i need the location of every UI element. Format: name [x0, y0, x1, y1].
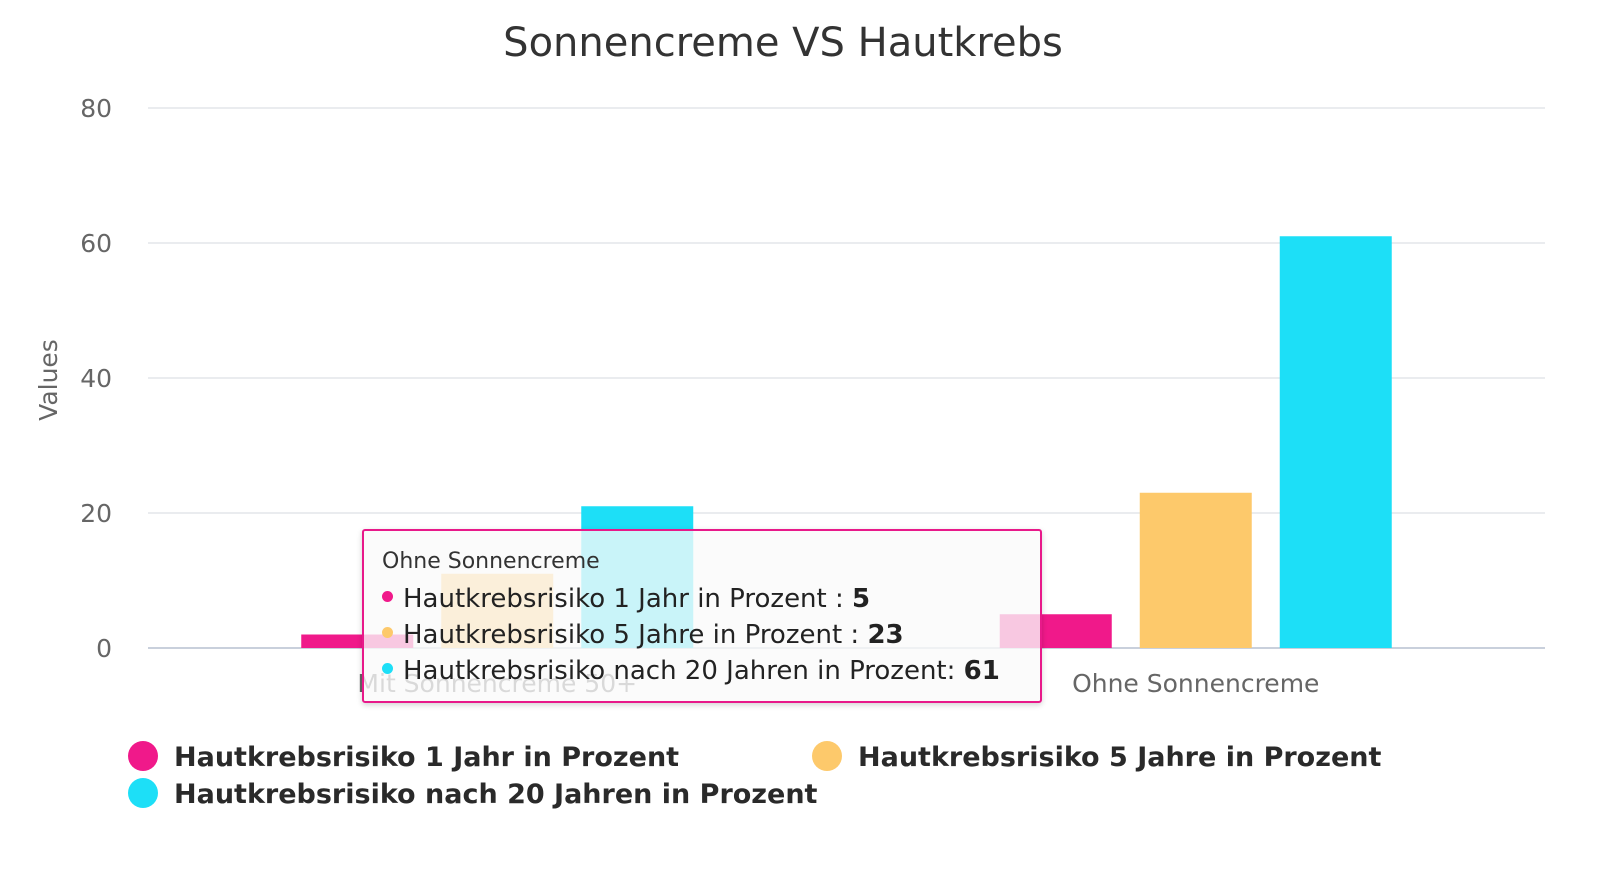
chart-title: Sonnencreme VS Hautkrebs — [503, 20, 1063, 66]
legend-dot-icon — [812, 740, 842, 771]
tooltip-row: Hautkrebsrisiko nach 20 Jahren in Prozen… — [382, 653, 1040, 689]
bar[interactable] — [1279, 236, 1392, 648]
tooltip-row: Hautkrebsrisiko 1 Jahr in Prozent : 5 — [382, 581, 1040, 617]
legend-dot-icon — [128, 777, 158, 808]
series-dot-icon — [382, 663, 393, 674]
y-tick-label: 60 — [80, 229, 112, 258]
y-axis-label: Values — [34, 339, 63, 421]
legend-dot-icon — [128, 740, 158, 771]
series-dot-icon — [382, 591, 393, 602]
y-tick-label: 0 — [96, 634, 112, 663]
tooltip-row-value: 5 — [852, 584, 871, 614]
series-dot-icon — [382, 627, 393, 638]
tooltip: Ohne Sonnencreme Hautkrebsrisiko 1 Jahr … — [362, 529, 1042, 703]
legend-label: Hautkrebsrisiko nach 20 Jahren in Prozen… — [174, 779, 818, 810]
y-tick-label: 80 — [80, 94, 112, 123]
y-axis-ticks: 0 20 40 60 80 — [80, 94, 112, 663]
tooltip-row-label: Hautkrebsrisiko nach 20 Jahren in Prozen… — [403, 656, 964, 686]
tooltip-row-label: Hautkrebsrisiko 5 Jahre in Prozent : — [403, 620, 868, 650]
legend-item-5-jahre[interactable]: Hautkrebsrisiko 5 Jahre in Prozent — [812, 738, 1381, 778]
tooltip-row: Hautkrebsrisiko 5 Jahre in Prozent : 23 — [382, 617, 1040, 653]
legend-item-1-jahr[interactable]: Hautkrebsrisiko 1 Jahr in Prozent — [128, 738, 679, 778]
legend: Hautkrebsrisiko 1 Jahr in Prozent Hautkr… — [128, 738, 1528, 828]
y-tick-label: 40 — [80, 364, 112, 393]
legend-label: Hautkrebsrisiko 1 Jahr in Prozent — [174, 742, 680, 773]
tooltip-category: Ohne Sonnencreme — [382, 549, 600, 574]
x-tick-label: Ohne Sonnencreme — [1072, 669, 1319, 698]
tooltip-row-value: 61 — [963, 656, 1000, 686]
bar[interactable] — [1139, 492, 1252, 648]
tooltip-row-label: Hautkrebsrisiko 1 Jahr in Prozent : — [403, 584, 853, 614]
tooltip-row-value: 23 — [867, 620, 904, 650]
legend-item-20-jahre[interactable]: Hautkrebsrisiko nach 20 Jahren in Prozen… — [128, 775, 817, 815]
legend-label: Hautkrebsrisiko 5 Jahre in Prozent — [858, 742, 1382, 773]
y-tick-label: 20 — [80, 499, 112, 528]
